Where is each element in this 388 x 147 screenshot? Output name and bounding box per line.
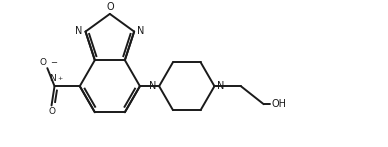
Text: N: N	[217, 81, 224, 91]
Text: N: N	[75, 26, 83, 36]
Text: +: +	[57, 76, 63, 81]
Text: −: −	[50, 58, 57, 67]
Text: N: N	[49, 74, 56, 83]
Text: OH: OH	[272, 99, 287, 109]
Text: O: O	[48, 107, 55, 116]
Text: N: N	[149, 81, 157, 91]
Text: O: O	[39, 58, 46, 67]
Text: O: O	[106, 2, 114, 12]
Text: N: N	[137, 26, 145, 36]
